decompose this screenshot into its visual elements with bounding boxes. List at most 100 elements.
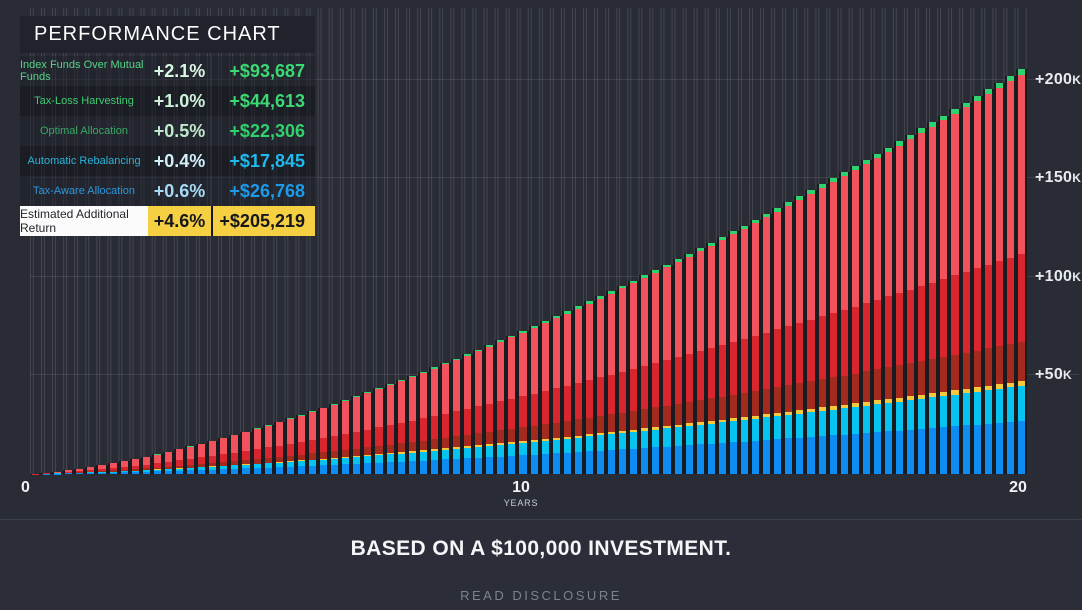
segment-index-funds-over-mutual-funds xyxy=(962,107,970,272)
legend-amount: +$17,845 xyxy=(211,146,315,176)
segment-index-funds-over-mutual-funds xyxy=(386,385,394,426)
segment-tax-aware-allocation xyxy=(331,464,339,474)
segment-automatic-rebalancing xyxy=(774,416,782,440)
segment-optimal-allocation xyxy=(718,396,726,420)
segment-index-funds-over-mutual-funds xyxy=(220,438,228,455)
segment-automatic-rebalancing xyxy=(475,446,483,458)
segment-optimal-allocation xyxy=(785,385,793,412)
segment-gold-divider-stripe xyxy=(829,406,837,410)
segment-gold-divider-stripe xyxy=(741,416,749,420)
segment-automatic-rebalancing xyxy=(231,465,239,469)
segment-tax-aware-allocation xyxy=(142,471,150,474)
segment-index-funds-over-mutual-funds xyxy=(862,164,870,304)
segment-automatic-rebalancing xyxy=(907,400,915,430)
segment-tax-aware-allocation xyxy=(862,432,870,474)
stacked-bar xyxy=(783,202,795,474)
segment-gold-divider-stripe xyxy=(840,404,848,409)
stacked-bar xyxy=(594,296,607,474)
segment-tax-loss-harvesting xyxy=(220,454,228,463)
stacked-bar xyxy=(661,264,673,474)
segment-gold-divider-stripe xyxy=(430,449,438,451)
stacked-bar xyxy=(406,375,418,474)
segment-automatic-rebalancing xyxy=(574,437,582,453)
bar-slot xyxy=(550,8,562,474)
segment-green-cap xyxy=(896,141,904,146)
bar-slot xyxy=(927,8,939,474)
segment-automatic-rebalancing xyxy=(286,461,294,467)
segment-index-funds-over-mutual-funds xyxy=(231,435,239,453)
stacked-bar xyxy=(362,392,374,474)
y-tick-+100K: +100K xyxy=(1035,267,1082,285)
segment-tax-loss-harvesting xyxy=(873,299,882,370)
segment-tax-aware-allocation xyxy=(164,471,173,474)
segment-index-funds-over-mutual-funds xyxy=(851,170,859,307)
segment-optimal-allocation xyxy=(896,365,904,398)
segment-optimal-allocation xyxy=(98,471,106,472)
segment-tax-aware-allocation xyxy=(674,445,682,474)
segment-green-cap xyxy=(796,196,804,201)
segment-tax-aware-allocation xyxy=(452,458,461,474)
segment-automatic-rebalancing xyxy=(397,453,405,462)
segment-optimal-allocation xyxy=(452,436,461,448)
bar-slot xyxy=(340,8,352,474)
segment-automatic-rebalancing xyxy=(741,419,749,442)
segment-gold-divider-stripe xyxy=(585,434,593,437)
stacked-bar xyxy=(196,443,208,474)
segment-automatic-rebalancing xyxy=(98,472,106,473)
segment-green-cap xyxy=(630,280,638,284)
segment-green-cap xyxy=(364,392,372,394)
stacked-bar xyxy=(85,467,97,474)
stacked-bar xyxy=(561,311,573,474)
segment-tax-aware-allocation xyxy=(796,437,804,474)
bar-slot xyxy=(85,8,97,474)
stacked-bar xyxy=(982,89,994,474)
y-axis-labels: +50K +100K +150K +200K xyxy=(1035,8,1081,474)
segment-tax-loss-harvesting xyxy=(87,470,95,472)
segment-index-funds-over-mutual-funds xyxy=(253,428,261,450)
segment-automatic-rebalancing xyxy=(142,470,150,472)
segment-optimal-allocation xyxy=(419,440,427,451)
read-disclosure-link[interactable]: READ DISCLOSURE xyxy=(460,588,622,603)
stacked-bar xyxy=(318,407,330,474)
segment-index-funds-over-mutual-funds xyxy=(696,251,704,352)
segment-automatic-rebalancing xyxy=(796,413,804,438)
legend-title: PERFORMANCE CHART xyxy=(20,16,315,53)
bar-slot xyxy=(1004,8,1016,474)
segment-tax-aware-allocation xyxy=(242,468,250,474)
segment-tax-aware-allocation xyxy=(308,465,317,474)
segment-green-cap xyxy=(873,153,882,158)
segment-automatic-rebalancing xyxy=(685,426,693,446)
bar-slot xyxy=(938,8,950,474)
stacked-bar xyxy=(295,414,307,474)
segment-gold-divider-stripe xyxy=(297,460,305,462)
legend-row-tax-aware-allocation: Tax-Aware Allocation +0.6% +$26,768 xyxy=(20,176,315,206)
segment-index-funds-over-mutual-funds xyxy=(109,463,117,469)
segment-tax-loss-harvesting xyxy=(907,289,915,364)
stacked-bar xyxy=(351,396,363,474)
segment-gold-divider-stripe xyxy=(918,394,926,399)
segment-green-cap xyxy=(685,253,693,257)
segment-index-funds-over-mutual-funds xyxy=(43,472,51,474)
bar-slot xyxy=(218,8,230,474)
stacked-bar xyxy=(694,248,706,474)
gridline-+150K xyxy=(30,177,1079,179)
segment-tax-loss-harvesting xyxy=(940,279,948,357)
segment-optimal-allocation xyxy=(652,407,660,428)
segment-green-cap xyxy=(297,414,305,416)
segment-tax-loss-harvesting xyxy=(109,468,117,471)
stacked-bar xyxy=(672,259,684,474)
y-tick-+200K: +200K xyxy=(1035,70,1082,88)
stacked-bar xyxy=(816,184,828,474)
segment-tax-aware-allocation xyxy=(375,462,383,474)
segment-optimal-allocation xyxy=(308,453,317,460)
segment-gold-divider-stripe xyxy=(331,457,339,459)
segment-tax-aware-allocation xyxy=(641,448,649,474)
segment-green-cap xyxy=(331,403,339,405)
stacked-bar xyxy=(761,214,773,474)
segment-gold-divider-stripe xyxy=(530,440,538,442)
legend-amount: +$44,613 xyxy=(211,86,315,116)
segment-index-funds-over-mutual-funds xyxy=(818,188,826,317)
stacked-bar xyxy=(716,237,728,474)
segment-tax-loss-harvesting xyxy=(652,363,660,408)
segment-tax-loss-harvesting xyxy=(918,286,926,362)
